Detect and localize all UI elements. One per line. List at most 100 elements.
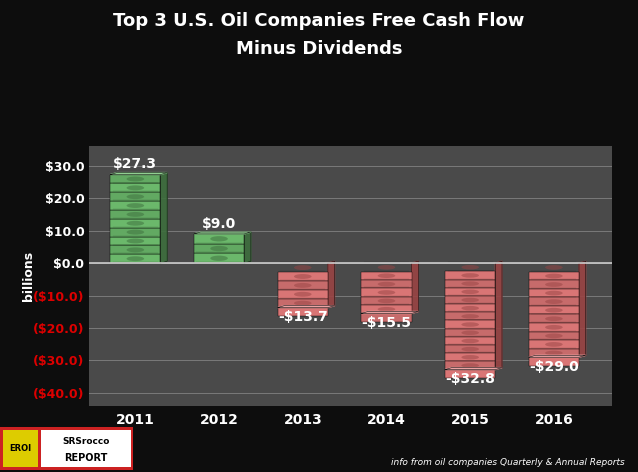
Ellipse shape — [545, 265, 563, 270]
Ellipse shape — [126, 212, 144, 217]
Bar — [529, 280, 579, 289]
Bar — [110, 201, 161, 210]
Ellipse shape — [294, 274, 311, 279]
Bar — [529, 323, 579, 331]
Bar — [445, 279, 495, 288]
Bar — [445, 337, 495, 345]
Bar — [529, 272, 579, 280]
Y-axis label: billions: billions — [22, 251, 35, 301]
Text: Minus Dividends: Minus Dividends — [236, 40, 402, 58]
Polygon shape — [194, 232, 251, 234]
Ellipse shape — [461, 265, 479, 270]
Text: REPORT: REPORT — [64, 453, 107, 463]
Polygon shape — [110, 173, 167, 175]
Bar — [361, 297, 412, 305]
Ellipse shape — [211, 246, 228, 251]
Ellipse shape — [294, 292, 311, 297]
Ellipse shape — [378, 299, 396, 303]
Ellipse shape — [545, 351, 563, 355]
Polygon shape — [412, 261, 419, 313]
Ellipse shape — [126, 221, 144, 226]
Ellipse shape — [294, 301, 311, 305]
Bar — [445, 312, 495, 320]
Ellipse shape — [126, 247, 144, 253]
Bar — [110, 192, 161, 201]
Bar — [361, 288, 412, 297]
Bar — [194, 234, 244, 244]
Ellipse shape — [461, 273, 479, 278]
Ellipse shape — [545, 282, 563, 287]
Bar — [445, 304, 495, 312]
Bar — [529, 306, 579, 314]
Bar — [445, 362, 495, 370]
Bar — [278, 308, 328, 317]
Ellipse shape — [211, 236, 228, 242]
Ellipse shape — [545, 299, 563, 304]
Ellipse shape — [545, 274, 563, 278]
Text: -$15.5: -$15.5 — [362, 316, 412, 330]
Polygon shape — [529, 355, 586, 357]
Ellipse shape — [126, 238, 144, 244]
Ellipse shape — [126, 194, 144, 199]
Polygon shape — [579, 261, 586, 357]
Ellipse shape — [461, 330, 479, 335]
Ellipse shape — [378, 307, 396, 312]
Ellipse shape — [545, 325, 563, 329]
Ellipse shape — [378, 282, 396, 287]
Bar — [445, 370, 495, 378]
Bar — [110, 184, 161, 192]
Text: $27.3: $27.3 — [114, 157, 158, 171]
Bar — [194, 244, 244, 253]
Bar — [110, 175, 161, 184]
Ellipse shape — [126, 185, 144, 190]
Ellipse shape — [294, 265, 311, 270]
Bar — [361, 305, 412, 313]
Text: SRSrocco: SRSrocco — [62, 437, 109, 446]
Text: -$13.7: -$13.7 — [278, 310, 328, 324]
Bar — [445, 288, 495, 296]
Ellipse shape — [461, 339, 479, 343]
Bar — [110, 210, 161, 219]
Bar — [361, 280, 412, 288]
Text: info from oil companies Quarterly & Annual Reports: info from oil companies Quarterly & Annu… — [392, 458, 625, 467]
Polygon shape — [328, 261, 334, 308]
Ellipse shape — [211, 256, 228, 261]
Ellipse shape — [461, 281, 479, 286]
Text: -$32.8: -$32.8 — [445, 372, 495, 386]
Ellipse shape — [378, 265, 396, 270]
Bar — [529, 349, 579, 357]
Polygon shape — [161, 173, 167, 263]
Bar — [361, 313, 412, 322]
Bar — [361, 271, 412, 280]
Ellipse shape — [461, 322, 479, 327]
Ellipse shape — [126, 177, 144, 181]
Bar — [445, 296, 495, 304]
Text: $9.0: $9.0 — [202, 217, 236, 231]
Ellipse shape — [126, 256, 144, 261]
Ellipse shape — [461, 355, 479, 360]
Bar — [110, 245, 161, 254]
Ellipse shape — [126, 203, 144, 208]
Bar — [110, 219, 161, 228]
Ellipse shape — [545, 316, 563, 321]
Bar — [194, 253, 244, 263]
Bar — [445, 353, 495, 362]
Ellipse shape — [294, 283, 311, 288]
Ellipse shape — [545, 334, 563, 338]
Bar — [278, 272, 328, 281]
Ellipse shape — [126, 230, 144, 235]
Bar — [445, 345, 495, 353]
Bar — [278, 299, 328, 308]
Ellipse shape — [545, 308, 563, 312]
Ellipse shape — [461, 298, 479, 302]
Ellipse shape — [461, 363, 479, 368]
Polygon shape — [244, 232, 251, 263]
Bar — [529, 289, 579, 297]
Bar — [445, 271, 495, 279]
Polygon shape — [445, 368, 502, 370]
Polygon shape — [278, 306, 334, 308]
Text: EROI: EROI — [10, 444, 31, 453]
Bar — [41, 430, 131, 467]
Ellipse shape — [461, 306, 479, 311]
Bar — [110, 254, 161, 263]
